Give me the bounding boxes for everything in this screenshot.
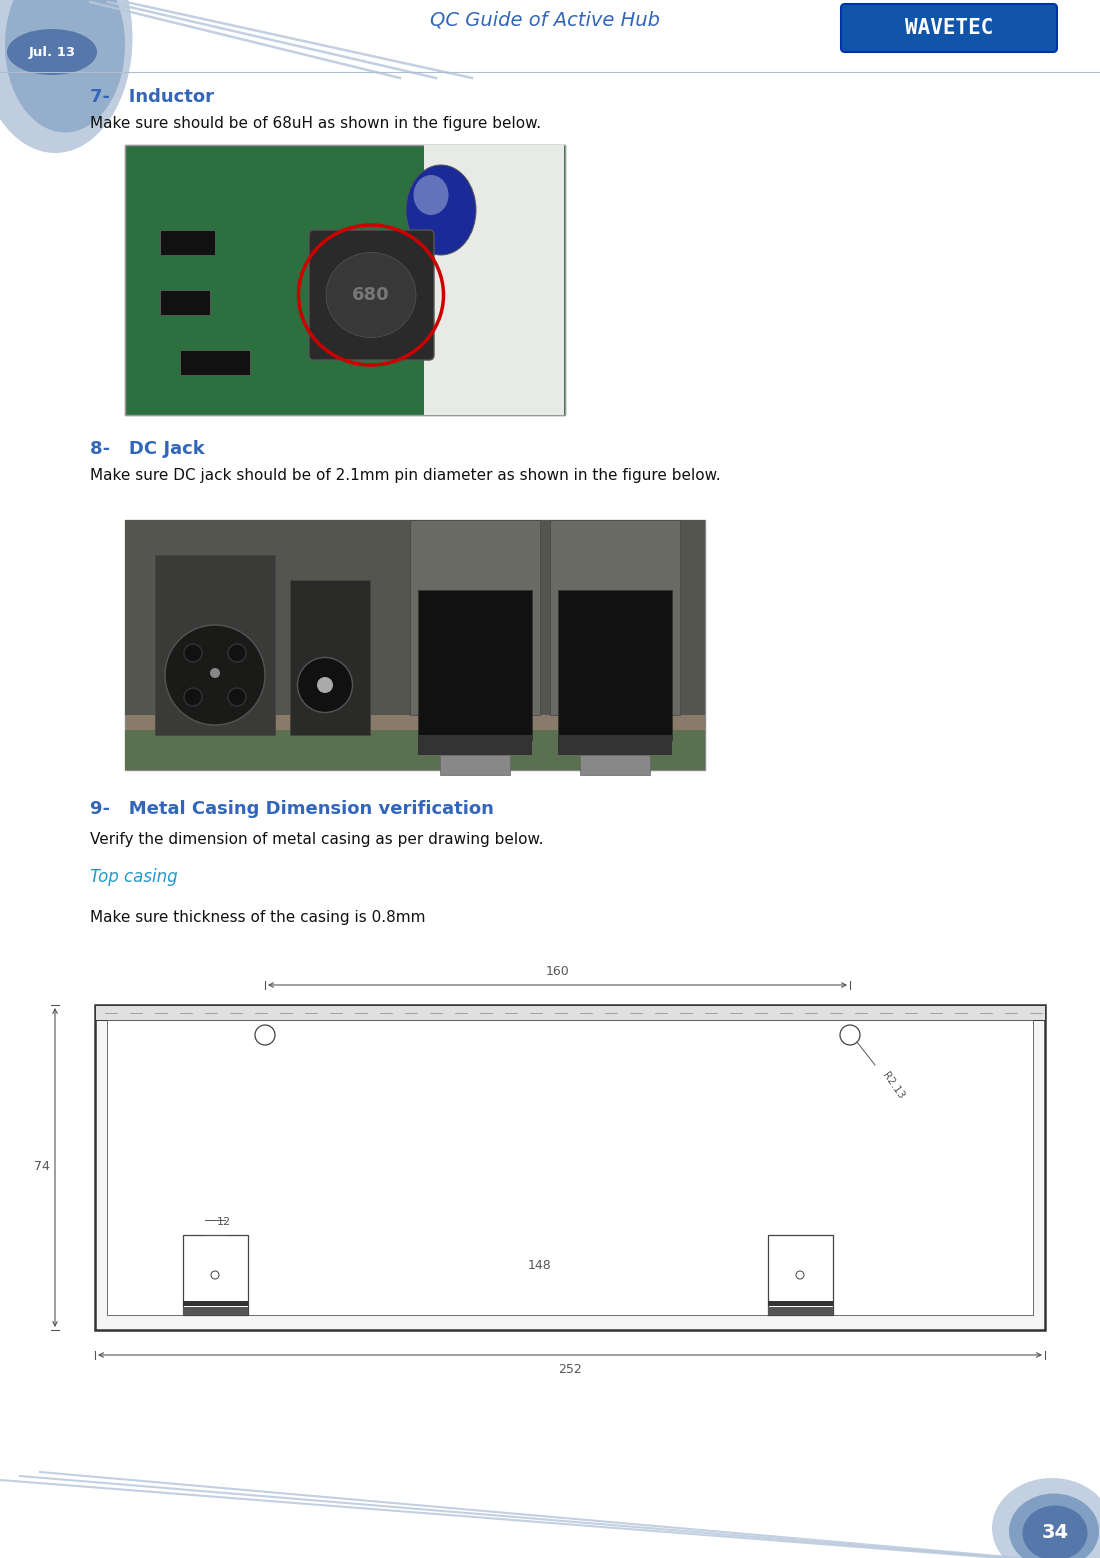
Ellipse shape [1009, 1494, 1099, 1558]
Text: 160: 160 [546, 964, 570, 978]
Ellipse shape [297, 657, 352, 712]
Bar [424, 145, 564, 414]
Bar [125, 520, 705, 580]
Text: WAVETEC: WAVETEC [905, 19, 993, 37]
Bar [418, 590, 532, 740]
Bar [125, 145, 565, 414]
Bar [418, 735, 532, 756]
Bar [768, 1307, 833, 1315]
Text: Verify the dimension of metal casing as per drawing below.: Verify the dimension of metal casing as … [90, 832, 543, 848]
Ellipse shape [406, 165, 476, 256]
Text: 34: 34 [1042, 1524, 1068, 1542]
Circle shape [184, 689, 202, 706]
Bar [768, 1235, 833, 1315]
Ellipse shape [414, 174, 449, 215]
Ellipse shape [326, 252, 416, 338]
Bar [580, 756, 650, 774]
Bar [558, 735, 672, 756]
Text: 7-   Inductor: 7- Inductor [90, 87, 214, 106]
Bar [125, 520, 705, 770]
Bar [290, 580, 370, 735]
FancyBboxPatch shape [309, 231, 434, 360]
Text: Top casing: Top casing [90, 868, 177, 887]
Bar [125, 731, 705, 770]
Bar [125, 145, 565, 414]
Bar [768, 1301, 833, 1306]
Bar [183, 1307, 248, 1315]
Bar [410, 520, 540, 715]
Bar [125, 520, 705, 715]
Bar [440, 756, 510, 774]
Bar [160, 231, 215, 256]
Text: 148: 148 [528, 1259, 552, 1271]
Bar [160, 290, 210, 315]
Text: QC Guide of Active Hub: QC Guide of Active Hub [430, 11, 660, 30]
Bar [550, 520, 680, 715]
Bar [155, 555, 275, 735]
Ellipse shape [992, 1479, 1100, 1558]
Text: Jul. 13: Jul. 13 [29, 45, 76, 59]
Bar [180, 351, 250, 375]
Text: 680: 680 [352, 287, 389, 304]
Text: 8-   DC Jack: 8- DC Jack [90, 439, 205, 458]
Text: 12: 12 [217, 1217, 231, 1228]
Circle shape [210, 668, 220, 678]
Ellipse shape [0, 0, 132, 153]
Text: R2.13: R2.13 [880, 1070, 905, 1100]
Text: Make sure should be of 68uH as shown in the figure below.: Make sure should be of 68uH as shown in … [90, 115, 541, 131]
Bar [95, 1005, 1045, 1331]
Ellipse shape [1023, 1505, 1088, 1558]
Bar [183, 1301, 248, 1306]
Text: 74: 74 [34, 1161, 50, 1173]
Text: Make sure thickness of the casing is 0.8mm: Make sure thickness of the casing is 0.8… [90, 910, 426, 925]
Ellipse shape [7, 30, 97, 75]
Circle shape [317, 678, 333, 693]
Ellipse shape [6, 0, 125, 132]
Bar [558, 590, 672, 740]
Circle shape [228, 643, 246, 662]
Bar [183, 1235, 248, 1315]
Circle shape [228, 689, 246, 706]
FancyBboxPatch shape [842, 5, 1057, 51]
Text: 9-   Metal Casing Dimension verification: 9- Metal Casing Dimension verification [90, 799, 494, 818]
Ellipse shape [165, 625, 265, 724]
Text: 252: 252 [558, 1363, 582, 1376]
Text: Make sure DC jack should be of 2.1mm pin diameter as shown in the figure below.: Make sure DC jack should be of 2.1mm pin… [90, 467, 721, 483]
Circle shape [184, 643, 202, 662]
Bar [107, 1020, 1033, 1315]
Bar [95, 1005, 1045, 1020]
